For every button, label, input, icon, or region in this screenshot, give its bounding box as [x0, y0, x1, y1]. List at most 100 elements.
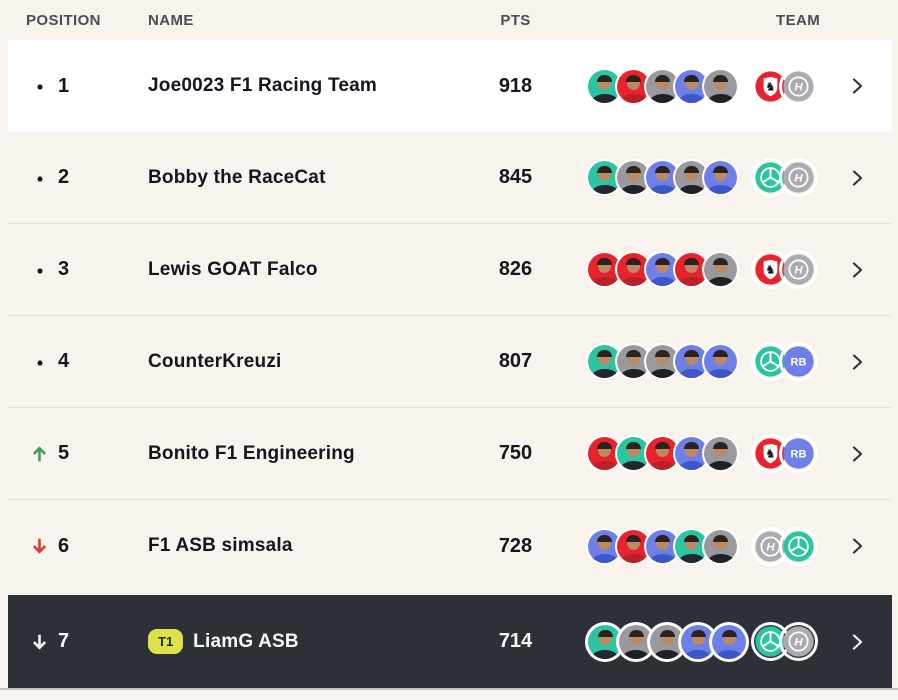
table-row[interactable]: 1 Joe0023 F1 Racing Team 918 ♞ H [8, 40, 892, 132]
team-badge-mercedes [754, 161, 787, 194]
team-name: F1 ASB simsala [148, 535, 293, 556]
team-badges: H [748, 625, 826, 658]
driver-avatar [704, 529, 737, 563]
table-row[interactable]: 6 F1 ASB simsala 728 H [8, 500, 892, 592]
table-header: POSITION NAME PTS TEAM [0, 0, 898, 40]
table-row[interactable]: 4 CounterKreuzi 807 RB [8, 316, 892, 408]
chevron-cell [826, 169, 892, 187]
name-cell: CounterKreuzi [148, 351, 463, 373]
chevron-cell [826, 353, 892, 371]
driver-avatar [650, 624, 684, 659]
chevron-right-icon[interactable] [852, 261, 863, 279]
driver-avatar [712, 624, 746, 659]
team-badge-haas: H [782, 625, 815, 658]
header-pts: PTS [500, 11, 531, 29]
driver-avatar [617, 345, 650, 378]
driver-avatars [568, 529, 748, 563]
driver-avatar [588, 161, 621, 194]
position-number: 2 [58, 166, 70, 188]
driver-avatar [646, 529, 679, 563]
svg-text:♞: ♞ [765, 263, 776, 277]
chevron-right-icon[interactable] [852, 537, 863, 555]
team-badge-haas: H [782, 161, 815, 194]
driver-avatar [588, 529, 621, 563]
position-number: 6 [58, 534, 70, 557]
team-badge-ferrari: ♞ [754, 437, 787, 470]
chevron-cell [826, 261, 892, 279]
standings-rows: 1 Joe0023 F1 Racing Team 918 ♞ H 2 Bobby … [8, 40, 892, 688]
driver-avatar [588, 624, 622, 659]
position-cell: 2 [8, 166, 148, 189]
position-cell: 6 [8, 535, 148, 558]
team-badge-racingbulls: RB [782, 437, 815, 470]
chevron-right-icon[interactable] [852, 77, 863, 95]
driver-avatars [568, 253, 748, 286]
svg-text:RB: RB [791, 357, 807, 369]
table-row[interactable]: 7 T1 LiamG ASB 714 H [8, 595, 892, 688]
driver-avatar [617, 161, 650, 194]
driver-avatar [675, 253, 708, 286]
driver-avatars [568, 69, 748, 103]
svg-text:H: H [794, 637, 803, 649]
table-row[interactable]: 2 Bobby the RaceCat 845 H [8, 132, 892, 224]
points-value: 807 [498, 350, 533, 372]
team-badge-racingbulls: RB [782, 345, 815, 378]
driver-avatar [675, 345, 708, 378]
svg-text:H: H [794, 173, 803, 185]
chevron-right-icon[interactable] [852, 445, 863, 463]
name-cell: Bonito F1 Engineering [148, 443, 463, 465]
trend-icon [32, 445, 47, 462]
driver-avatar [646, 437, 679, 470]
driver-avatar [588, 69, 621, 103]
svg-text:♞: ♞ [765, 79, 776, 93]
chevron-right-icon[interactable] [852, 353, 863, 371]
trend-icon [32, 538, 47, 554]
team-badge-ferrari: ♞ [754, 253, 787, 286]
driver-avatar [675, 529, 708, 563]
driver-avatar [704, 69, 737, 103]
points-value: 826 [498, 258, 533, 280]
team-badge-ferrari: ♞ [754, 70, 787, 103]
trend-icon [32, 634, 47, 650]
team-name: Lewis GOAT Falco [148, 258, 318, 280]
chevron-cell [826, 537, 892, 555]
team-badges: H [748, 530, 826, 563]
header-position: POSITION [26, 11, 101, 29]
svg-text:H: H [794, 265, 803, 277]
name-cell: Joe0023 F1 Racing Team [148, 75, 463, 97]
team-badges: ♞ H [748, 70, 826, 103]
driver-avatar [704, 253, 737, 286]
tier-badge: T1 [148, 629, 184, 654]
svg-text:H: H [766, 541, 775, 553]
driver-avatar [588, 437, 621, 470]
position-cell: 3 [8, 258, 148, 281]
chevron-cell [826, 445, 892, 463]
table-row[interactable]: 3 Lewis GOAT Falco 826 ♞ H [8, 224, 892, 316]
position-number: 4 [58, 350, 70, 372]
driver-avatar [675, 69, 708, 103]
position-cell: 7 [8, 630, 148, 653]
driver-avatar [704, 437, 737, 470]
points-value: 714 [498, 630, 533, 652]
position-number: 5 [58, 442, 70, 464]
driver-avatar [588, 253, 621, 286]
position-number: 3 [58, 258, 70, 280]
points-value: 750 [498, 442, 533, 464]
driver-avatars [568, 437, 748, 470]
driver-avatar [675, 161, 708, 194]
chevron-cell [826, 77, 892, 95]
chevron-right-icon[interactable] [852, 633, 863, 651]
driver-avatar [646, 345, 679, 378]
team-badge-haas: H [754, 530, 787, 563]
chevron-right-icon[interactable] [852, 169, 863, 187]
driver-avatar [646, 161, 679, 194]
driver-avatar [646, 69, 679, 103]
driver-avatar [704, 161, 737, 194]
table-row[interactable]: 5 Bonito F1 Engineering 750 ♞ RB [8, 408, 892, 500]
svg-text:RB: RB [791, 449, 807, 461]
driver-avatar [617, 69, 650, 103]
trend-icon [32, 354, 47, 370]
team-badges: ♞ RB [748, 437, 826, 470]
driver-avatars [568, 161, 748, 194]
